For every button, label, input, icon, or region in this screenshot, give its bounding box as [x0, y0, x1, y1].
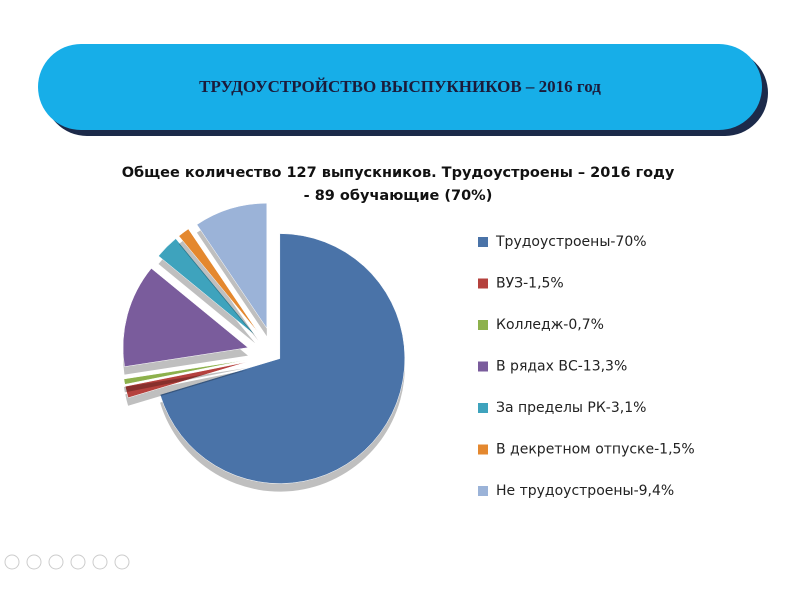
banner: [38, 44, 762, 130]
legend-label: В декретном отпуске-1,5%: [496, 442, 695, 458]
legend-label: За пределы РК-3,1%: [496, 400, 646, 416]
legend-swatch: [478, 361, 488, 372]
control[interactable]: [70, 554, 86, 570]
pie-slice: [178, 228, 259, 333]
legend-label: В рядах ВС-13,3%: [496, 359, 627, 375]
pie-slice: [123, 359, 248, 385]
chart-title: - 89 обучающие (70%): [304, 188, 493, 204]
legend-label: Не трудоустроены-9,4%: [496, 483, 674, 499]
legend-label: Колледж-0,7%: [496, 317, 604, 333]
legend-swatch: [478, 320, 488, 330]
control[interactable]: [92, 554, 108, 570]
slice-side: [123, 367, 248, 393]
slice-side: [178, 236, 259, 341]
control[interactable]: [4, 554, 20, 570]
pie-slice: [196, 202, 268, 330]
slide-controls: [4, 554, 130, 570]
pie-slice: [158, 238, 256, 336]
legend-label: ВУЗ-1,5%: [496, 276, 564, 292]
pie-slice: [122, 268, 249, 367]
legend-swatch: [478, 403, 488, 413]
chart-title: Общее количество 127 выпускников. Трудоу…: [122, 165, 675, 181]
pie-slice: [124, 361, 248, 399]
legend-label: Трудоустроены-70%: [495, 234, 647, 250]
slice-side: [125, 369, 248, 406]
banner-title: ТРУДОУСТРОЙСТВО ВЫСПУКНИКОВ – 2016 год: [199, 77, 601, 96]
legend-swatch: [478, 486, 488, 496]
control[interactable]: [26, 554, 42, 570]
legend-swatch: [478, 237, 488, 247]
legend-swatch: [478, 278, 488, 289]
control[interactable]: [48, 554, 64, 570]
pie-slice: [159, 233, 406, 484]
control[interactable]: [114, 554, 130, 570]
legend-swatch: [478, 444, 488, 455]
